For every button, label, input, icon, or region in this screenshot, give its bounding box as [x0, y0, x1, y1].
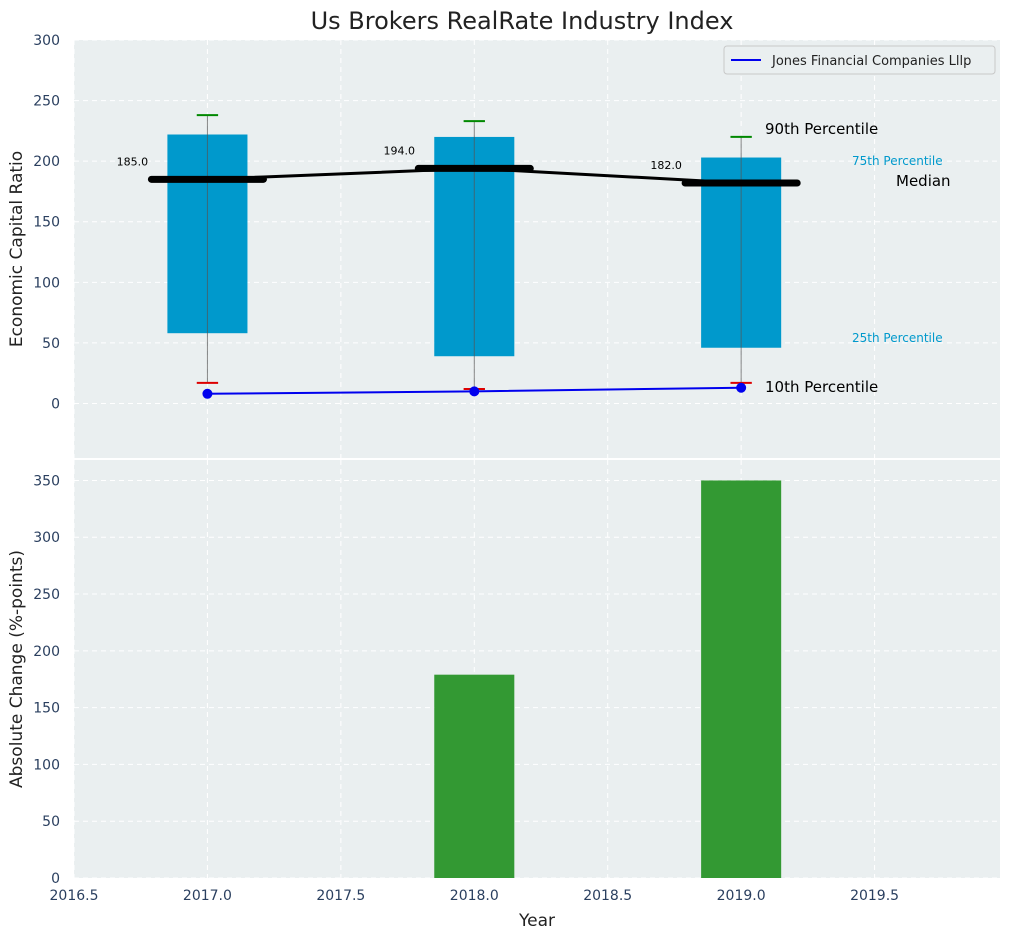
company-series: [202, 382, 747, 399]
annotation-median: Median: [896, 172, 951, 190]
bottom-y-tick-label: 250: [33, 587, 60, 603]
x-ticks: 2016.5 2017.0 2017.5 2018.0 2018.5 2019.0 2019…: [50, 888, 900, 904]
top-y-ticks: 0 50 100 150 200 250 300: [33, 33, 60, 412]
legend-label: Jones Financial Companies Lllp: [771, 54, 971, 69]
top-y-tick-label: 150: [33, 215, 60, 231]
x-tick-label: 2018.5: [583, 888, 632, 904]
x-tick-label: 2018.0: [450, 888, 499, 904]
bottom-y-tick-label: 100: [33, 757, 60, 773]
x-tick-label: 2019.0: [717, 888, 766, 904]
bottom-y-tick-label: 350: [33, 473, 60, 489]
x-tick-label: 2019.5: [850, 888, 899, 904]
x-tick-label: 2016.5: [50, 888, 99, 904]
top-panel: 0 50 100 150 200 250 300 185.0 194.0 182.0 90th …: [7, 33, 1000, 458]
percentile-annotations: 90th Percentile 75th Percentile Median 2…: [765, 120, 951, 396]
bottom-y-tick-label: 300: [33, 530, 60, 546]
box-plots: 185.0 194.0 182.0: [117, 114, 801, 390]
top-y-tick-label: 50: [42, 336, 60, 352]
median-value-label: 185.0: [117, 155, 149, 168]
top-y-tick-label: 300: [33, 33, 60, 49]
x-axis-label: Year: [518, 911, 555, 931]
top-y-axis-label: Economic Capital Ratio: [7, 151, 27, 347]
annotation-75th-percentile: 75th Percentile: [852, 154, 943, 168]
median-value-label: 194.0: [383, 144, 415, 157]
bottom-plot-area: [74, 460, 1000, 878]
annotation-25th-percentile: 25th Percentile: [852, 331, 943, 345]
company-series-point: [736, 382, 747, 393]
company-series-point: [202, 388, 213, 399]
annotation-10th-percentile: 10th Percentile: [765, 378, 878, 396]
top-y-tick-label: 200: [33, 154, 60, 170]
top-y-tick-label: 250: [33, 94, 60, 110]
bottom-grid: [73, 460, 1000, 879]
chart-title: Us Brokers RealRate Industry Index: [311, 7, 734, 35]
median-value-label: 182.0: [650, 159, 682, 172]
bottom-y-axis-label: Absolute Change (%-points): [7, 550, 27, 788]
bottom-y-ticks: 0 50 100 150 200 250 300 350: [33, 473, 60, 887]
bottom-y-tick-label: 150: [33, 701, 60, 717]
company-series-point: [469, 386, 480, 397]
change-bar: [701, 480, 782, 878]
x-tick-label: 2017.0: [183, 888, 232, 904]
x-tick-label: 2017.5: [316, 888, 365, 904]
change-bars: [434, 480, 782, 878]
legend: Jones Financial Companies Lllp: [723, 45, 996, 75]
top-y-tick-label: 100: [33, 275, 60, 291]
legend-box: [723, 45, 996, 75]
annotation-90th-percentile: 90th Percentile: [765, 120, 878, 138]
bottom-y-tick-label: 200: [33, 644, 60, 660]
bottom-panel: 0 50 100 150 200 250 300 350 2016.5 2017.0 2017.5…: [7, 460, 1000, 931]
median-trend-line: [207, 166, 742, 185]
change-bar: [434, 674, 515, 878]
bottom-y-tick-label: 50: [42, 814, 60, 830]
bottom-y-tick-label: 0: [51, 871, 60, 887]
top-y-tick-label: 0: [51, 396, 60, 412]
